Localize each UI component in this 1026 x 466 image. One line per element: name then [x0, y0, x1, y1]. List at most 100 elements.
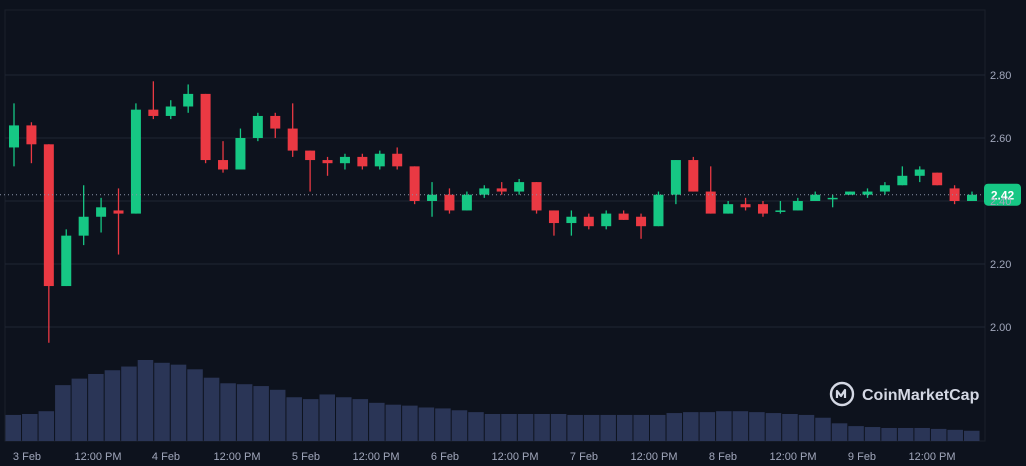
- candle-body: [96, 207, 107, 217]
- candle-up: [653, 191, 664, 227]
- candle-body: [409, 166, 420, 201]
- candle-body: [374, 153, 385, 167]
- volume-bar: [369, 402, 385, 441]
- volume-bar: [38, 411, 55, 441]
- volume-bar: [170, 364, 187, 441]
- candle-body: [479, 188, 490, 195]
- coinmarketcap-logo-icon: [829, 381, 855, 407]
- candle-down: [287, 103, 298, 157]
- candle-body: [967, 194, 977, 201]
- candle-body: [218, 160, 229, 170]
- candle-down: [409, 166, 420, 205]
- volume-bar: [517, 414, 534, 441]
- volume-bar: [253, 386, 269, 441]
- volume-bars: [5, 360, 980, 441]
- candle-up: [183, 84, 194, 113]
- candle-body: [252, 115, 263, 138]
- candle-up: [130, 103, 141, 214]
- candle-body: [461, 194, 472, 211]
- candle-up: [374, 150, 385, 170]
- candle-body: [26, 125, 37, 145]
- x-tick-label: 9 Feb: [848, 451, 876, 461]
- candle-body: [43, 144, 54, 287]
- volume-bar: [732, 411, 749, 441]
- volume-bar: [187, 369, 203, 441]
- candle-body: [165, 106, 176, 116]
- x-tick-label: 8 Feb: [709, 451, 737, 461]
- candle-down: [705, 166, 716, 214]
- candle-up: [9, 103, 19, 167]
- candle-down: [583, 213, 594, 230]
- volume-bar: [600, 414, 616, 441]
- candle-up: [862, 188, 873, 198]
- candle-body: [427, 194, 438, 201]
- watermark: CoinMarketCap: [829, 381, 980, 407]
- candle-body: [339, 156, 350, 164]
- candle-up: [479, 185, 490, 198]
- current-price-label: 2.42: [991, 189, 1015, 203]
- y-tick-label: 2.40: [990, 196, 1011, 208]
- candle-down: [757, 201, 768, 217]
- volume-bar: [71, 378, 88, 441]
- candle-body: [287, 128, 298, 151]
- x-tick-label: 4 Feb: [152, 451, 180, 461]
- candle-up: [723, 201, 734, 214]
- candle-body: [496, 188, 507, 192]
- candle-body: [566, 216, 577, 224]
- volume-bar: [236, 384, 253, 441]
- candle-down: [113, 188, 124, 255]
- candle-body: [61, 235, 72, 287]
- candle-body: [392, 153, 403, 167]
- volume-bar: [930, 428, 947, 441]
- volume-bar: [22, 414, 38, 441]
- volume-bar: [815, 417, 831, 441]
- candle-up: [914, 166, 925, 183]
- volume-bar: [402, 405, 418, 441]
- x-tick-label: 3 Feb: [13, 451, 41, 461]
- candle-body: [705, 191, 716, 214]
- candle-down: [357, 153, 368, 170]
- volume-bar: [881, 427, 897, 441]
- candle-down: [43, 144, 54, 343]
- volume-bar: [963, 430, 980, 441]
- volume-bar: [947, 429, 963, 441]
- candle-down: [270, 112, 281, 138]
- volume-bar: [782, 414, 798, 441]
- candle-down: [200, 93, 211, 164]
- x-tick-label: 6 Feb: [431, 451, 459, 461]
- candle-body: [130, 109, 141, 214]
- x-tick-label: 5 Feb: [292, 451, 320, 461]
- current-price-badge: [984, 183, 1021, 206]
- candle-body: [514, 182, 525, 192]
- candle-body: [723, 204, 734, 214]
- candle-body: [183, 93, 194, 107]
- axes: 2.00 2.20 2.40 2.60 2.80 3 Feb 12:00 PM 4 Feb 12…: [13, 70, 1011, 463]
- volume-bar: [633, 414, 649, 441]
- candle-body: [949, 188, 960, 201]
- candle-body: [583, 216, 594, 227]
- x-tick-label: 12:00 PM: [908, 451, 955, 461]
- candle-body: [548, 210, 559, 224]
- candle-body: [270, 115, 281, 129]
- candle-down: [636, 213, 647, 239]
- y-tick-label: 2.20: [990, 259, 1011, 271]
- candle-body: [757, 204, 768, 214]
- candle-body: [200, 93, 211, 161]
- candle-body: [792, 201, 803, 211]
- candle-body: [845, 191, 856, 195]
- candle-body: [897, 175, 908, 186]
- candle-body: [636, 216, 647, 227]
- candle-up: [78, 185, 89, 246]
- candle-down: [531, 182, 542, 214]
- x-tick-label: 7 Feb: [570, 451, 598, 461]
- volume-bar: [683, 412, 699, 441]
- volume-bar: [104, 370, 121, 441]
- volume-bar: [286, 397, 302, 441]
- candle-down: [218, 141, 229, 173]
- candle-down: [26, 122, 37, 164]
- volume-bar: [831, 423, 848, 441]
- candle-body: [653, 194, 664, 227]
- candle-up: [967, 191, 977, 201]
- candle-body: [914, 169, 925, 176]
- candle-up: [235, 128, 246, 170]
